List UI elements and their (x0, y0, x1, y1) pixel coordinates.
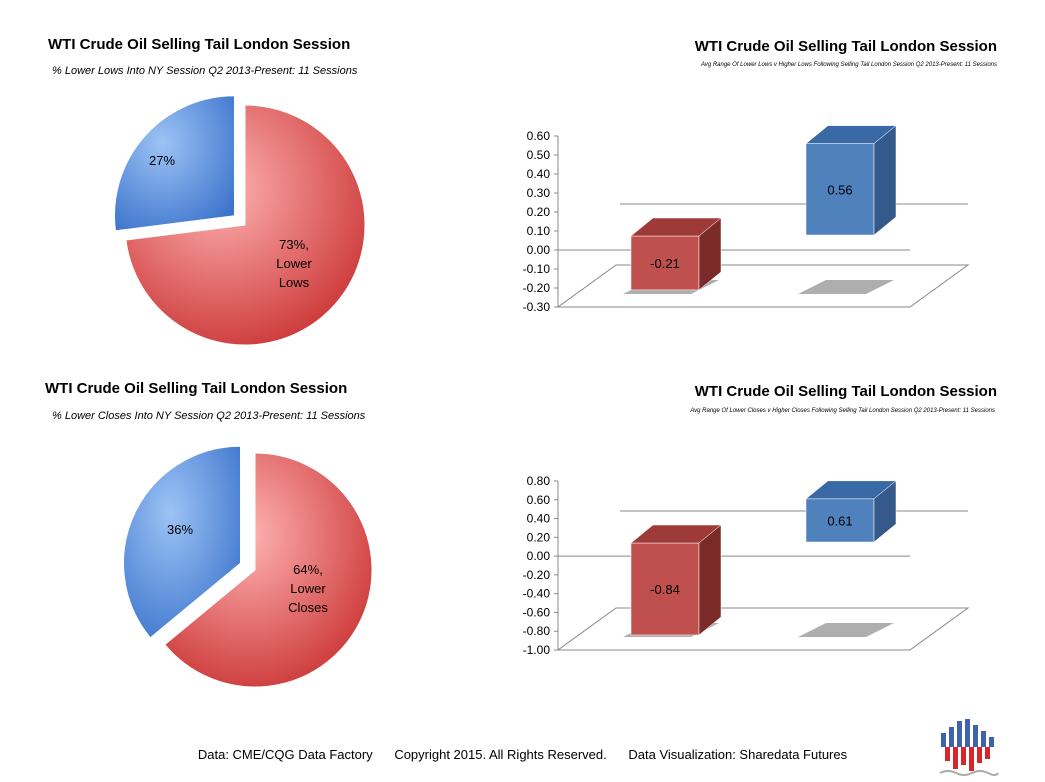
y-tick-label: -0.30 (523, 300, 551, 314)
pie-label-p2-small: 36% (167, 522, 193, 537)
y-tick-label: -1.00 (523, 643, 551, 657)
y-tick-label: -0.10 (523, 262, 551, 276)
chart3-title: WTI Crude Oil Selling Tail London Sessio… (45, 380, 348, 397)
y-tick-label: 0.60 (527, 129, 551, 143)
footer-copyright: Copyright 2015. All Rights Reserved. (394, 747, 607, 762)
y-tick-label: 0.30 (527, 186, 551, 200)
y-tick-label: -0.20 (523, 568, 551, 582)
y-tick-label: 0.00 (527, 549, 551, 563)
footer-credit: Data Visualization: Sharedata Futures (628, 747, 848, 762)
y-tick-label: -0.40 (523, 587, 551, 601)
b2-data-label-1: 0.61 (827, 513, 852, 528)
y-tick-label: 0.60 (527, 493, 551, 507)
b1-bar-1 (805, 143, 875, 236)
pie-slice-p2-small (123, 445, 242, 639)
y-tick-label: 0.00 (527, 243, 551, 257)
b2-bar-1 (805, 498, 875, 543)
pie-label-p1-large-line: Lows (279, 275, 310, 290)
b2-bar-0 (630, 542, 700, 636)
y-tick-label: -0.60 (523, 605, 551, 619)
y-tick-label: 0.20 (527, 530, 551, 544)
pie-label-p2-large-line: Closes (288, 600, 328, 615)
y-tick-label: 0.50 (527, 148, 551, 162)
b1-data-label-0: -0.21 (650, 256, 680, 271)
pie-slice-p1-small (114, 95, 235, 232)
y-tick-label: 0.10 (527, 224, 551, 238)
pie-label-p1-small: 27% (149, 153, 175, 168)
y-tick-label: 0.20 (527, 205, 551, 219)
chart1-title: WTI Crude Oil Selling Tail London Sessio… (48, 36, 351, 53)
footer: Data: CME/CQG Data Factory Copyright 201… (0, 747, 1045, 762)
chart2-subtitle: Avg Range Of Lower Lows v Higher Lows Fo… (700, 62, 997, 68)
pie-label-p2-large-line: 64%, (293, 562, 323, 577)
y-tick-label: -0.80 (523, 624, 551, 638)
y-tick-label: 0.80 (527, 474, 551, 488)
sharedata-futures-logo-icon (939, 719, 999, 776)
y-tick-label: -0.20 (523, 281, 551, 295)
chart4-title: WTI Crude Oil Selling Tail London Sessio… (694, 383, 997, 400)
pie-slice-p1-large (125, 104, 366, 346)
pie-label-p1-large-line: Lower (276, 256, 312, 271)
b2-data-label-0: -0.84 (650, 582, 680, 597)
b1-data-label-1: 0.56 (827, 182, 852, 197)
pie-label-p2-large-line: Lower (290, 581, 326, 596)
b1-bar-0 (630, 235, 700, 291)
chart3-subtitle: % Lower Closes Into NY Session Q2 2013-P… (52, 410, 366, 422)
chart4-subtitle: Avg Range Of Lower Closes v Higher Close… (690, 408, 995, 414)
y-tick-label: 0.40 (527, 167, 551, 181)
y-tick-label: 0.40 (527, 512, 551, 526)
chart1-subtitle: % Lower Lows Into NY Session Q2 2013-Pre… (52, 65, 358, 77)
footer-source: Data: CME/CQG Data Factory (197, 747, 373, 762)
chart2-title: WTI Crude Oil Selling Tail London Sessio… (694, 38, 997, 55)
pie-slice-p2-large (164, 452, 373, 688)
pie-label-p1-large-line: 73%, (279, 237, 309, 252)
